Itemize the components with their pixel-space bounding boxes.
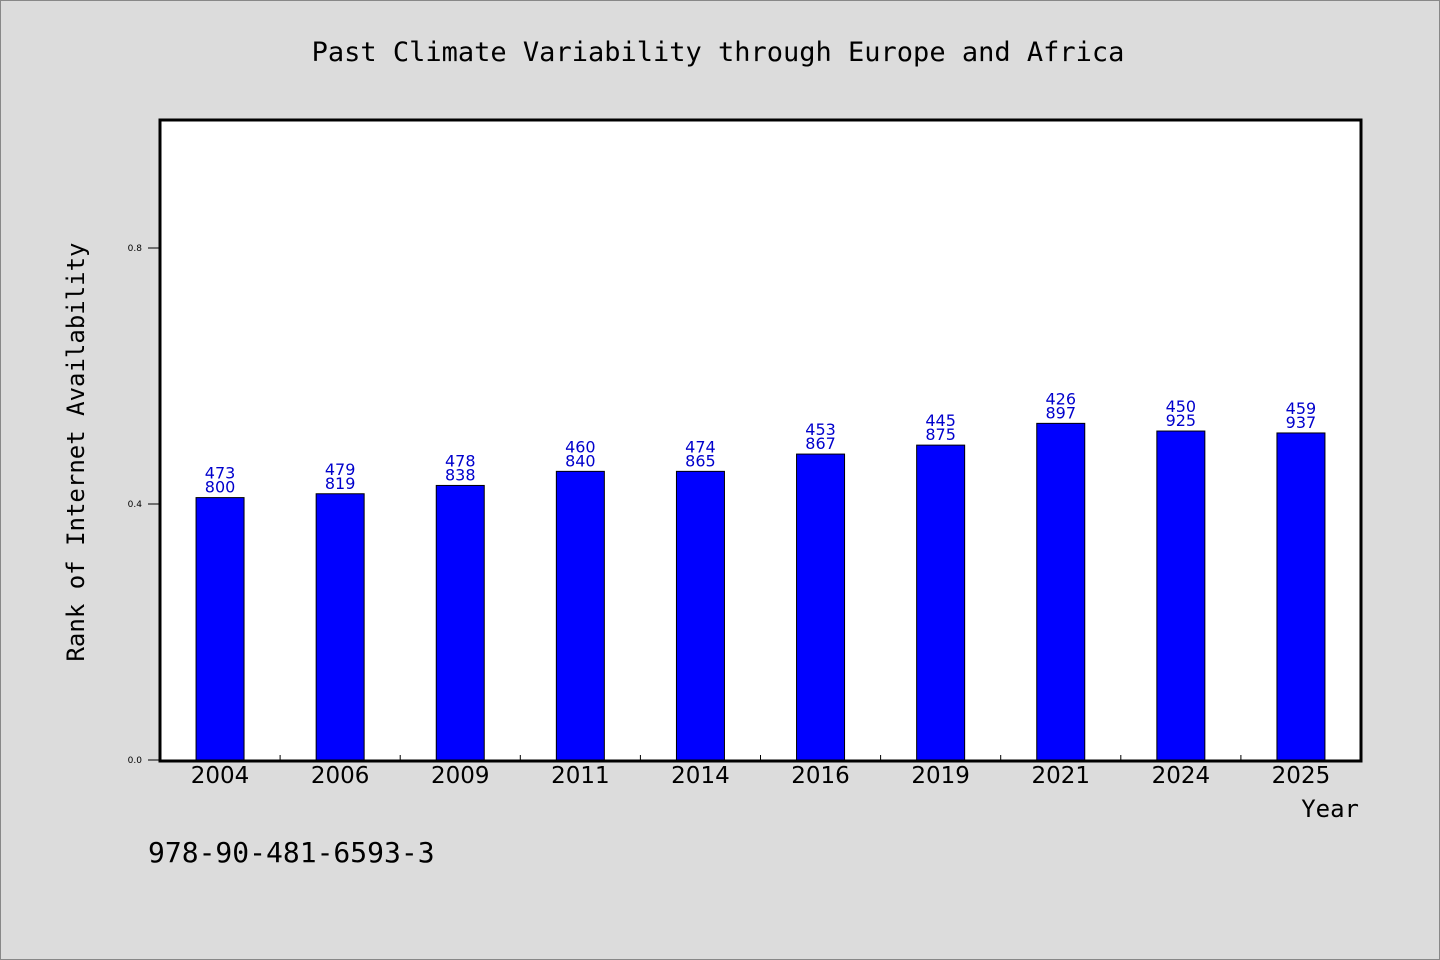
chart-title: Past Climate Variability through Europe … xyxy=(312,37,1125,68)
bar-label-bottom: 819 xyxy=(325,474,356,493)
bar-label-top: 479 xyxy=(325,460,356,479)
y-axis-label: Rank of Internet Availability xyxy=(62,242,90,661)
bar-label-bottom: 838 xyxy=(445,465,476,484)
bar xyxy=(1156,430,1206,761)
x-axis-label: Year xyxy=(1301,795,1359,823)
bar-label-top: 426 xyxy=(1045,389,1076,408)
bar xyxy=(1036,422,1086,761)
bar xyxy=(315,493,365,761)
bar-label-top: 474 xyxy=(685,437,716,456)
x-tick-label: 2019 xyxy=(911,763,970,789)
bar xyxy=(916,444,966,761)
x-tick-label: 2004 xyxy=(191,763,250,789)
y-tick-label: 0.8 xyxy=(128,244,143,254)
bar-label-bottom: 800 xyxy=(205,478,236,497)
bar xyxy=(195,497,245,761)
bar-label-top: 459 xyxy=(1286,399,1317,418)
bar xyxy=(675,470,725,761)
bar-label-top: 453 xyxy=(805,420,836,439)
bar xyxy=(435,484,485,761)
plot-border xyxy=(158,118,1363,763)
x-tick-label: 2025 xyxy=(1272,763,1331,789)
isbn-text: 978-90-481-6593-3 xyxy=(148,836,435,869)
x-tick-label: 2014 xyxy=(671,763,730,789)
bar-label-bottom: 865 xyxy=(685,451,716,470)
bar-label-top: 478 xyxy=(445,451,476,470)
x-axis: 2004 2006 2009 2011 2014 2016 2019 2021 2024 2025 xyxy=(191,755,1330,789)
bar xyxy=(1276,432,1326,761)
bar xyxy=(555,470,605,761)
x-tick-label: 2009 xyxy=(431,763,490,789)
bar-label-top: 473 xyxy=(205,464,236,483)
bar-label-bottom: 840 xyxy=(565,451,596,470)
x-tick-label: 2011 xyxy=(551,763,610,789)
bar-label-top: 450 xyxy=(1166,397,1197,416)
y-tick-label: 0.4 xyxy=(128,500,143,510)
bar-label-top: 460 xyxy=(565,437,596,456)
bar-label-bottom: 867 xyxy=(805,434,836,453)
y-tick-label: 0.0 xyxy=(128,756,143,766)
x-tick-label: 2016 xyxy=(791,763,850,789)
bar-label-bottom: 925 xyxy=(1166,411,1197,430)
bar-label-bottom: 937 xyxy=(1286,413,1317,432)
y-axis: 0.0 0.4 0.8 xyxy=(128,244,160,766)
data-labels: 4738004798194788384608404748654538674458… xyxy=(205,389,1316,496)
bar xyxy=(796,453,846,761)
x-tick-label: 2006 xyxy=(311,763,370,789)
bar-label-top: 445 xyxy=(925,411,956,430)
bar-series xyxy=(195,422,1326,761)
x-tick-label: 2021 xyxy=(1031,763,1090,789)
x-tick-label: 2024 xyxy=(1152,763,1211,789)
bar-label-bottom: 897 xyxy=(1045,403,1076,422)
bar-label-bottom: 875 xyxy=(925,425,956,444)
